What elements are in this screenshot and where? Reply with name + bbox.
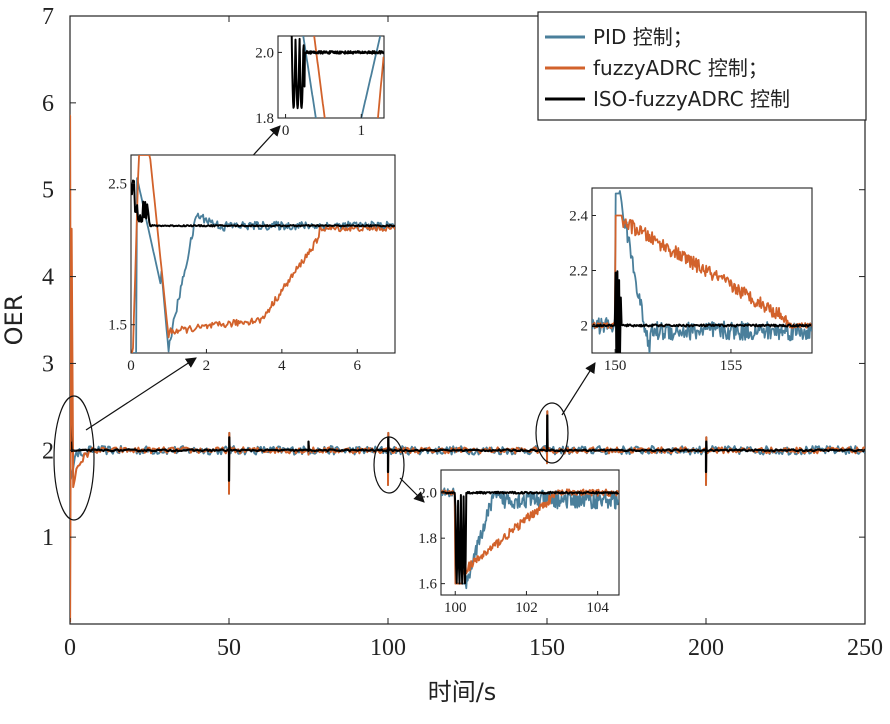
x-tick-label: 100 xyxy=(370,635,406,661)
x-tick-label: 0 xyxy=(64,635,76,661)
main-line-fuzzyadrc-startup xyxy=(70,114,72,623)
inset-start-zoom-line-iso-fuzzyadrc xyxy=(131,179,395,228)
main-series-lines xyxy=(70,114,865,623)
inset-t100-line-fuzzyadrc xyxy=(441,488,619,585)
inset-t100-line-iso-fuzzyadrc xyxy=(441,490,619,585)
y-tick-label: 2 xyxy=(42,438,54,464)
inset-start-zoom-line-fuzzyadrc xyxy=(131,155,395,353)
legend-box xyxy=(537,11,867,121)
y-tick-label: 1 xyxy=(42,525,54,551)
arrow-t150 xyxy=(561,362,596,416)
y-tick-label: 4 xyxy=(42,265,54,291)
inset-t150-y-tick-label: 2.4 xyxy=(569,209,588,225)
main-line-iso-fuzzyadrc xyxy=(70,414,865,482)
y-tick-label: 7 xyxy=(42,4,54,30)
inset-start-zoom-y-tick-label: 1.5 xyxy=(108,318,127,334)
x-tick-label: 150 xyxy=(529,635,565,661)
inset-start-zoom-x-tick-label: 0 xyxy=(127,358,135,374)
inset-t100-y-tick-label: 1.6 xyxy=(418,577,437,593)
inset-t100-x-tick-label: 100 xyxy=(444,600,467,616)
inset-t100-y-tick-label: 2.0 xyxy=(418,486,437,502)
legend-label-fuzzyadrc: fuzzyADRC 控制； xyxy=(593,56,768,80)
x-tick-label: 250 xyxy=(847,635,883,661)
arrow-t100 xyxy=(399,477,425,503)
legend-label-pid: PID 控制； xyxy=(593,25,693,49)
inset-t100-y-tick-label: 1.8 xyxy=(418,531,437,547)
inset-t100: 100 102 104 1.6 1.8 2.0 xyxy=(418,469,620,616)
zoom-ellipse-t150 xyxy=(535,402,569,464)
x-tick-label: 50 xyxy=(217,635,241,661)
inset-t150-y-tick-label: 2 xyxy=(581,319,589,335)
inset-t100-x-tick-label: 104 xyxy=(586,600,609,616)
inset-start-zoom-x-tick-label: 6 xyxy=(354,358,362,374)
y-tick-label: 3 xyxy=(42,351,54,377)
inset-start-zoom-x-tick-label: 2 xyxy=(203,358,211,374)
inset-start-zoom-x-tick-label: 4 xyxy=(278,358,286,374)
inset-t150-x-tick-label: 155 xyxy=(720,358,743,374)
inset-t150-line-pid xyxy=(592,190,812,353)
inset-t150-x-tick-label: 150 xyxy=(604,358,627,374)
inset-t150-y-tick-label: 2.2 xyxy=(569,264,588,280)
inset-t150: 150 155 2 2.2 2.4 xyxy=(569,187,813,374)
x-tick-label: 200 xyxy=(688,635,724,661)
y-axis-label: OER xyxy=(0,295,28,346)
inset-t150-line-fuzzyadrc xyxy=(592,214,812,330)
inset-start-detail: 0 1 1.8 2.0 xyxy=(255,35,385,139)
inset-t150-line-iso-fuzzyadrc xyxy=(592,270,812,353)
legend-label-iso-fuzzyadrc: ISO-fuzzyADRC 控制 xyxy=(593,87,790,111)
inset-start-detail-x-tick-label: 0 xyxy=(282,123,290,139)
inset-start-detail-line-iso-fuzzyadrc xyxy=(290,36,384,110)
y-tick-label: 5 xyxy=(42,178,54,204)
zoom-ellipse-start xyxy=(53,395,95,521)
inset-start-zoom: 0 2 4 6 1.5 2.5 xyxy=(108,154,396,374)
arrow-start xyxy=(85,357,197,431)
inset-start-detail-line-pid xyxy=(302,36,382,118)
inset-start-zoom-y-tick-label: 2.5 xyxy=(108,176,127,192)
inset-start-detail-y-tick-label: 2.0 xyxy=(255,45,274,61)
zoom-ellipse-t100 xyxy=(373,436,405,494)
inset-start-detail-y-tick-label: 1.8 xyxy=(255,111,274,127)
legend: PID 控制； fuzzyADRC 控制； ISO-fuzzyADRC 控制 xyxy=(537,11,867,121)
inset-start-detail-x-tick-label: 1 xyxy=(358,123,366,139)
inset-start-zoom-frame xyxy=(130,154,396,354)
inset-t100-x-tick-label: 102 xyxy=(515,600,538,616)
x-axis-label: 时间/s xyxy=(428,678,497,706)
y-tick-label: 6 xyxy=(42,91,54,117)
